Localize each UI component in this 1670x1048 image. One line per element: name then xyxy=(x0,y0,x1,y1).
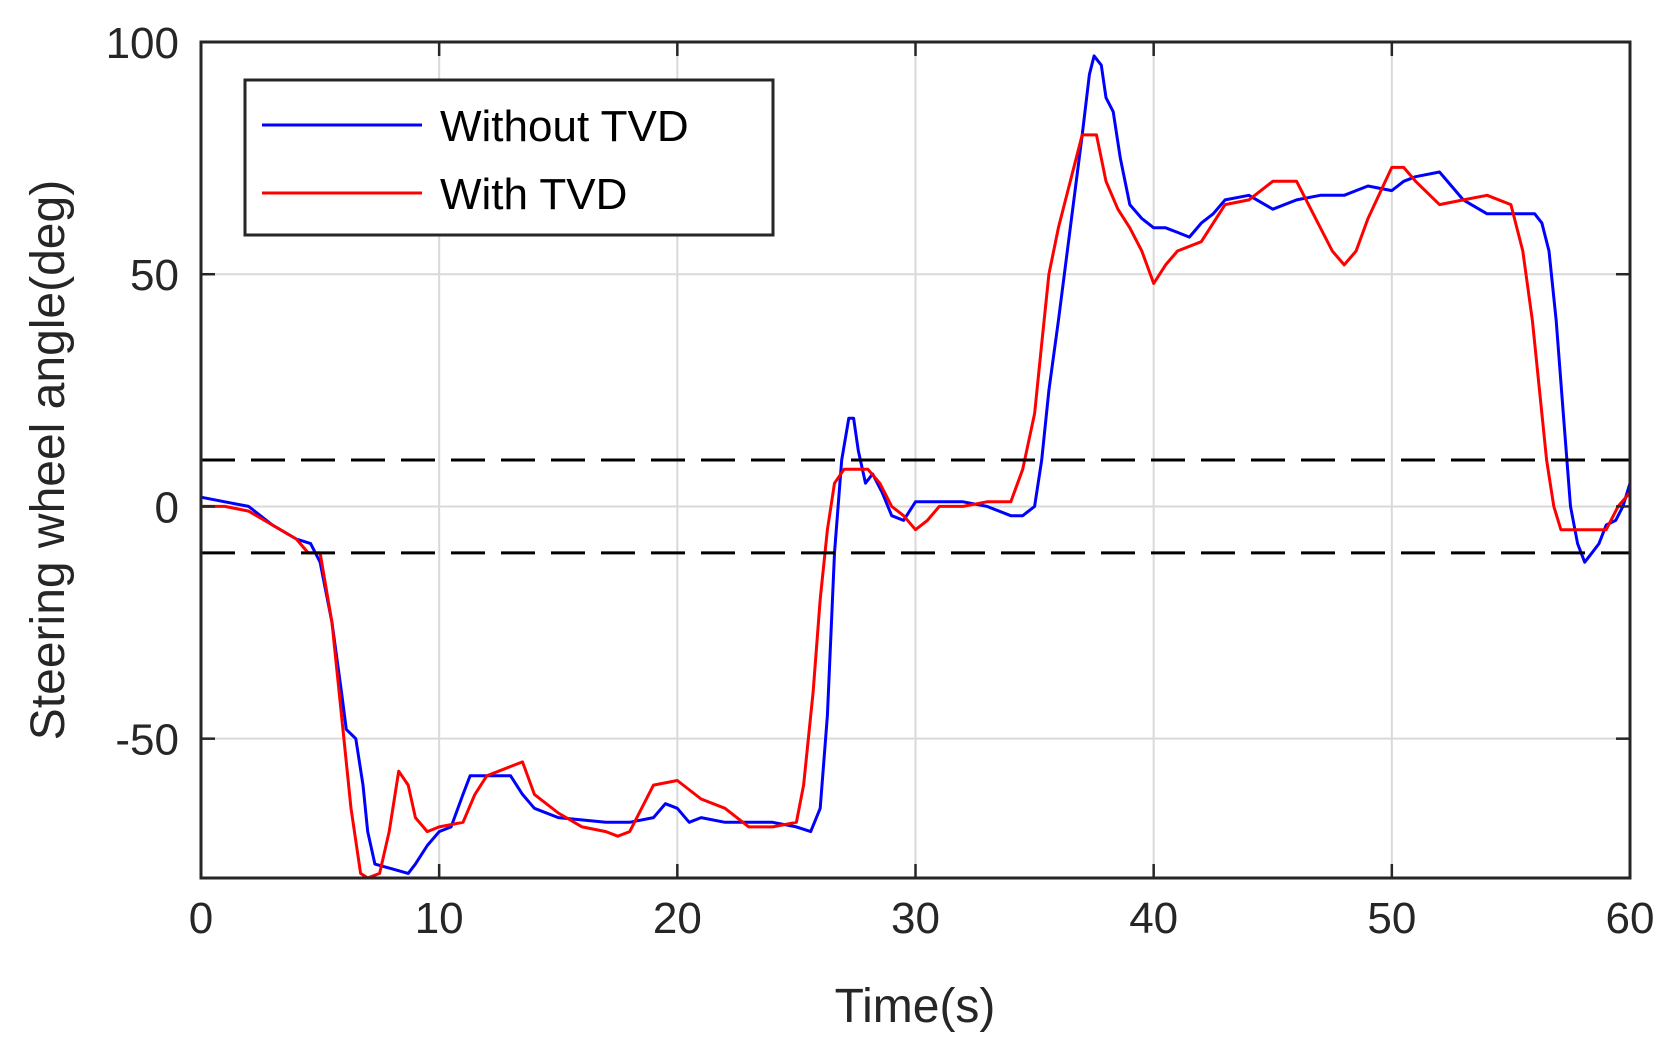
x-axis-title: Time(s) xyxy=(835,980,996,1033)
x-tick-label: 10 xyxy=(415,894,464,943)
series-line-with-tvd xyxy=(201,133,1632,880)
x-tick-label: 60 xyxy=(1606,894,1655,943)
legend-label-with-tvd: With TVD xyxy=(440,170,627,219)
x-tick-label: 30 xyxy=(891,894,940,943)
x-tick-labels: 0 10 20 30 40 50 60 xyxy=(189,894,1655,943)
legend-label-without-tvd: Without TVD xyxy=(440,102,689,151)
y-tick-label: 0 xyxy=(155,483,179,532)
y-tick-label: -50 xyxy=(115,716,179,765)
y-tick-label: 50 xyxy=(130,251,179,300)
series-line-without-tvd xyxy=(200,54,1632,875)
axis-ticks xyxy=(199,40,1632,878)
legend: Without TVD With TVD xyxy=(243,78,775,237)
x-tick-label: 20 xyxy=(653,894,702,943)
y-tick-labels: -50 0 50 100 xyxy=(106,19,179,765)
y-axis-title: Steering wheel angle(deg) xyxy=(22,180,75,740)
y-tick-label: 100 xyxy=(106,19,179,68)
x-tick-label: 50 xyxy=(1367,894,1416,943)
series-lines xyxy=(200,54,1632,880)
x-tick-label: 0 xyxy=(189,894,213,943)
x-tick-label: 40 xyxy=(1129,894,1178,943)
legend-box xyxy=(243,78,775,237)
